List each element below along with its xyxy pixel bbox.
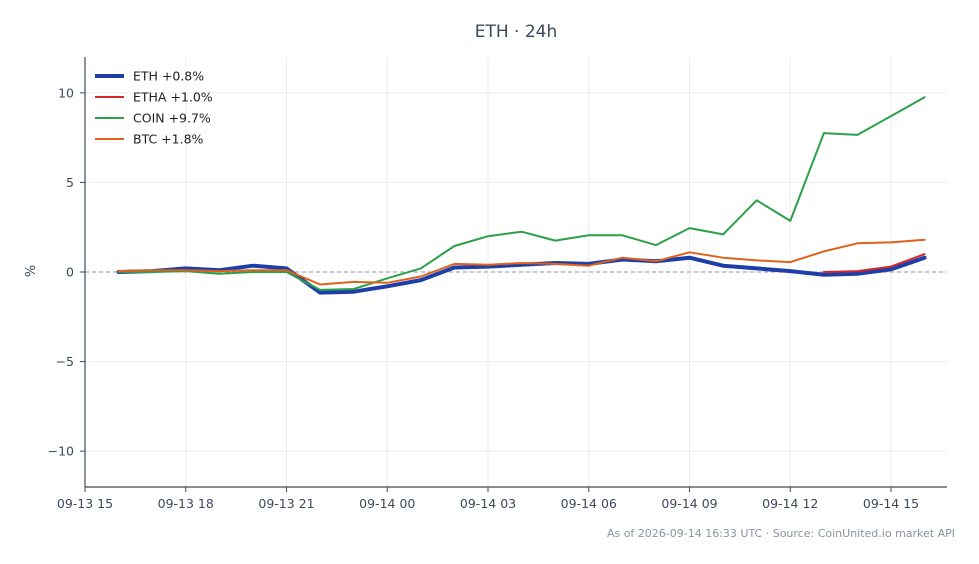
legend-label: BTC +1.8% [133, 132, 204, 147]
x-tick-label: 09-14 00 [359, 496, 415, 511]
legend-label: ETHA +1.0% [133, 90, 213, 105]
y-tick-label: −5 [56, 354, 74, 369]
series-line-1 [822, 253, 926, 273]
x-tick-label: 09-13 18 [158, 496, 214, 511]
legend: ETH +0.8% ETHA +1.0% COIN +9.7% BTC +1.8% [95, 69, 213, 147]
x-tick-label: 09-14 15 [863, 496, 919, 511]
series-group [116, 96, 927, 295]
x-tick-label: 09-13 15 [57, 496, 113, 511]
series-line-2 [117, 96, 926, 291]
x-tick-label: 09-13 21 [258, 496, 314, 511]
y-tick-label: 5 [66, 175, 74, 190]
y-tick-label: −10 [48, 444, 74, 459]
y-tick-label: 10 [58, 85, 74, 100]
y-tick-label: 0 [66, 265, 74, 280]
x-tick-label: 09-14 06 [561, 496, 617, 511]
chart-title: ETH · 24h [475, 22, 558, 42]
x-tick-label: 09-14 12 [762, 496, 818, 511]
series-line-0 [116, 255, 927, 295]
series-line-3 [117, 238, 926, 286]
x-tick-label: 09-14 03 [460, 496, 516, 511]
legend-label: ETH +0.8% [133, 69, 204, 84]
y-axis-label: % [24, 265, 39, 277]
x-tick-label: 09-14 09 [661, 496, 717, 511]
ticks: 10 5 0 −5 −10 09-13 15 09-13 18 09-13 21 09-14 0… [48, 85, 920, 511]
footer-source: As of 2026-09-14 16:33 UTC · Source: Coi… [607, 527, 955, 540]
legend-label: COIN +9.7% [133, 111, 211, 126]
